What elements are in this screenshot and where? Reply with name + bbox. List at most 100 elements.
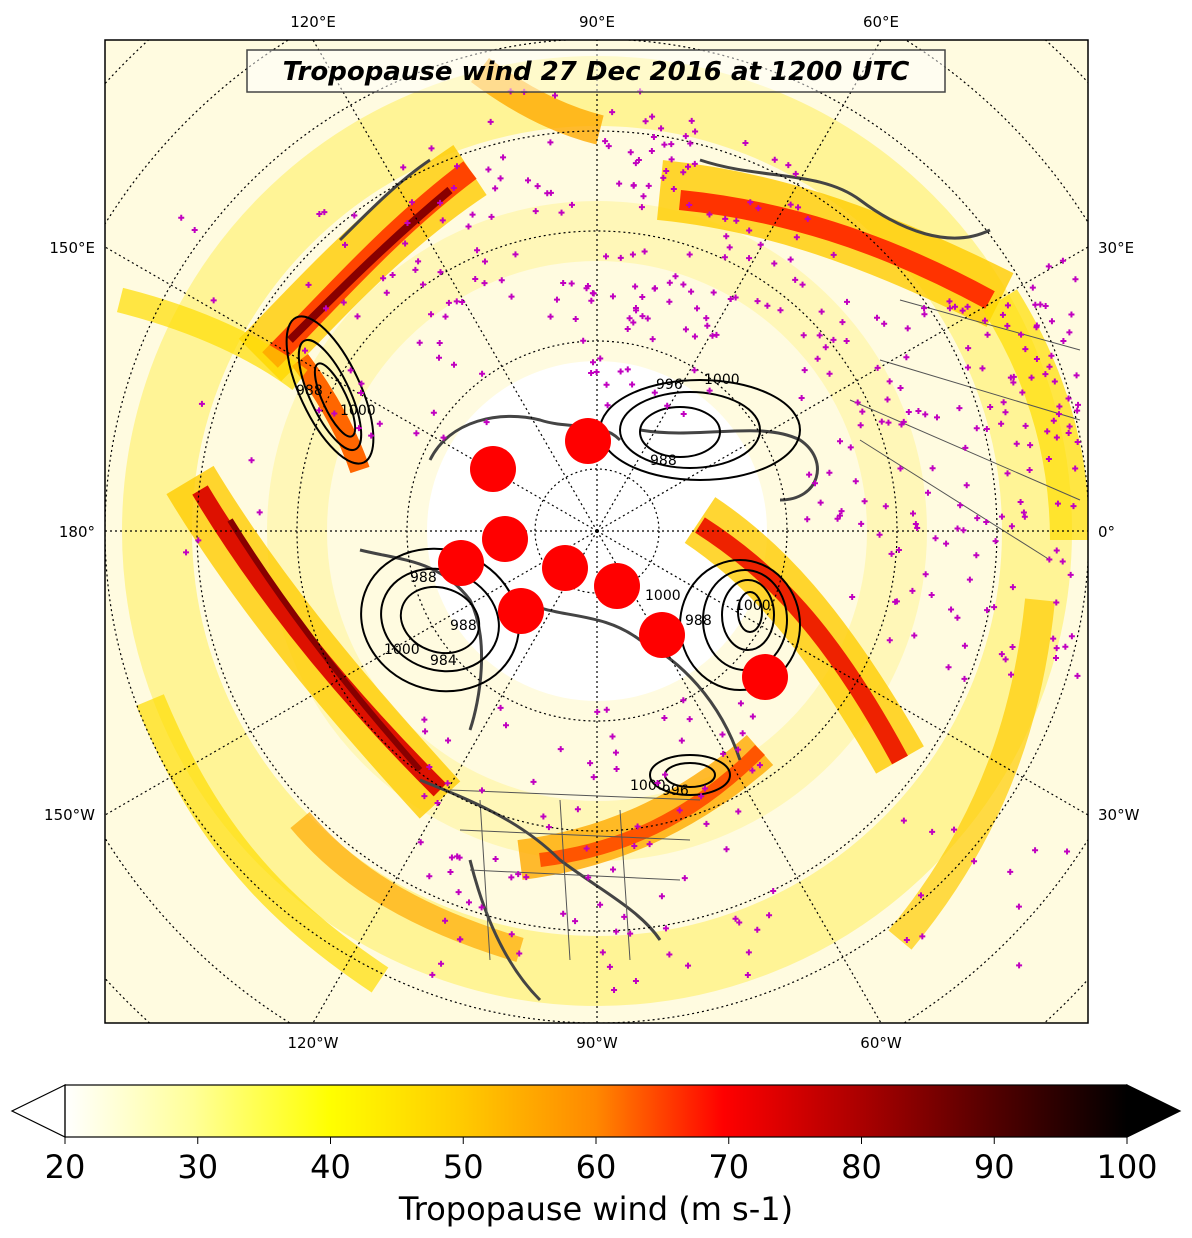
colorbar-tick-label: 50 <box>443 1148 484 1186</box>
station-marker <box>635 157 642 164</box>
station-marker <box>911 632 918 639</box>
station-marker <box>924 489 931 496</box>
highlight-markers <box>438 418 788 700</box>
station-marker <box>686 716 693 723</box>
station-marker <box>859 408 866 415</box>
station-marker <box>630 319 637 326</box>
contour-label: 984 <box>430 653 457 669</box>
station-marker <box>1045 456 1052 463</box>
station-marker <box>1026 467 1033 474</box>
station-marker <box>1062 643 1069 650</box>
station-marker <box>710 289 717 296</box>
station-marker <box>746 227 753 234</box>
station-marker <box>691 160 698 167</box>
station-marker <box>749 767 756 774</box>
station-marker <box>1009 584 1016 591</box>
station-marker <box>651 389 658 396</box>
station-marker <box>910 510 917 517</box>
station-marker <box>754 926 761 933</box>
station-marker <box>1073 372 1080 379</box>
station-marker <box>380 275 387 282</box>
station-marker <box>847 444 854 451</box>
station-marker <box>613 765 620 772</box>
station-marker <box>389 272 396 279</box>
station-marker <box>652 285 659 292</box>
station-marker <box>929 465 936 472</box>
lon-label-bottom: 60°W <box>860 1034 902 1052</box>
station-marker <box>785 162 792 169</box>
station-marker <box>686 202 693 209</box>
station-marker <box>983 518 990 525</box>
station-marker <box>481 258 488 265</box>
station-marker <box>351 212 358 219</box>
station-marker <box>682 133 689 140</box>
station-marker <box>478 787 485 794</box>
station-marker <box>1022 422 1029 429</box>
station-marker <box>746 255 753 262</box>
station-marker <box>682 326 689 333</box>
station-marker <box>649 113 656 120</box>
station-marker <box>436 354 443 361</box>
station-marker <box>658 125 665 132</box>
lon-label-top: 90°E <box>579 13 615 31</box>
station-marker <box>415 258 422 265</box>
station-marker <box>732 915 739 922</box>
station-marker <box>358 380 365 387</box>
station-marker <box>604 402 611 409</box>
station-marker <box>437 269 444 276</box>
station-marker <box>1013 440 1020 447</box>
station-marker <box>639 293 646 300</box>
station-marker <box>1004 470 1011 477</box>
station-marker <box>687 140 694 147</box>
station-marker <box>1056 403 1063 410</box>
station-marker <box>1016 962 1023 969</box>
station-marker <box>703 315 710 322</box>
station-marker <box>1054 500 1061 507</box>
colorbar-gradient <box>65 1085 1127 1137</box>
station-marker <box>183 549 190 556</box>
station-marker <box>497 175 504 182</box>
station-marker <box>818 308 825 315</box>
station-marker <box>965 345 972 352</box>
station-marker <box>597 355 604 362</box>
station-marker <box>885 419 892 426</box>
station-marker <box>590 774 597 781</box>
station-marker <box>447 868 454 875</box>
station-marker <box>1050 417 1057 424</box>
station-marker <box>210 297 217 304</box>
station-marker <box>984 607 991 614</box>
station-marker <box>895 546 902 553</box>
station-marker <box>316 407 323 414</box>
station-marker <box>508 293 515 300</box>
station-marker <box>837 438 844 445</box>
station-marker <box>843 337 850 344</box>
station-marker <box>437 199 444 206</box>
station-marker <box>812 480 819 487</box>
highlight-marker <box>498 588 544 634</box>
lon-label-right: 0° <box>1098 523 1115 541</box>
station-marker <box>1074 438 1081 445</box>
station-marker <box>882 503 889 510</box>
station-marker <box>1008 523 1015 530</box>
station-marker <box>662 771 669 778</box>
station-marker <box>459 298 466 305</box>
station-marker <box>568 280 575 287</box>
station-marker <box>946 298 953 305</box>
station-marker <box>1066 329 1073 336</box>
station-marker <box>474 247 481 254</box>
station-marker <box>704 322 711 329</box>
station-marker <box>884 396 891 403</box>
station-marker <box>632 160 639 167</box>
station-marker <box>676 807 683 814</box>
station-marker <box>553 296 560 303</box>
station-marker <box>438 960 445 967</box>
station-marker <box>839 319 846 326</box>
station-marker <box>617 368 624 375</box>
station-marker <box>442 917 449 924</box>
station-marker <box>838 508 845 515</box>
colorbar-tick-label: 30 <box>177 1148 218 1186</box>
station-marker <box>355 425 362 432</box>
station-marker <box>523 874 530 881</box>
station-marker <box>1021 513 1028 520</box>
station-marker <box>198 400 205 407</box>
